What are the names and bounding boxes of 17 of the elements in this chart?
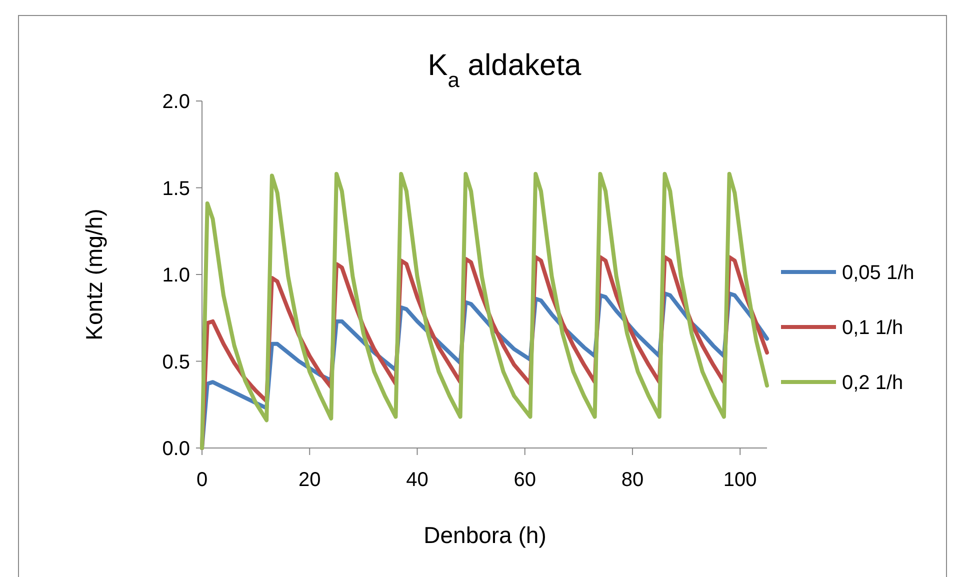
y-tick-label: 0.0 — [162, 438, 190, 460]
x-tick-label: 80 — [621, 469, 644, 491]
x-tick-label: 100 — [723, 469, 757, 491]
legend-label: 0,2 1/h — [842, 372, 904, 394]
y-tick-label: 1.0 — [162, 264, 190, 286]
x-tick-label: 20 — [298, 469, 321, 491]
chart-title: K$_{a}$ aldaketa — [428, 49, 582, 92]
y-tick-label: 1.5 — [162, 178, 190, 200]
legend-label: 0,05 1/h — [842, 262, 914, 284]
x-tick-label: 60 — [514, 469, 536, 491]
y-axis-title: Kontz (mg/h) — [81, 208, 107, 340]
y-tick-label: 2.0 — [162, 91, 190, 113]
x-axis-title: Denbora (h) — [424, 522, 546, 548]
x-tick-label: 0 — [196, 469, 208, 491]
x-tick-label: 40 — [406, 469, 428, 491]
legend-label: 0,1 1/h — [842, 317, 904, 339]
y-tick-label: 0.5 — [162, 351, 190, 374]
